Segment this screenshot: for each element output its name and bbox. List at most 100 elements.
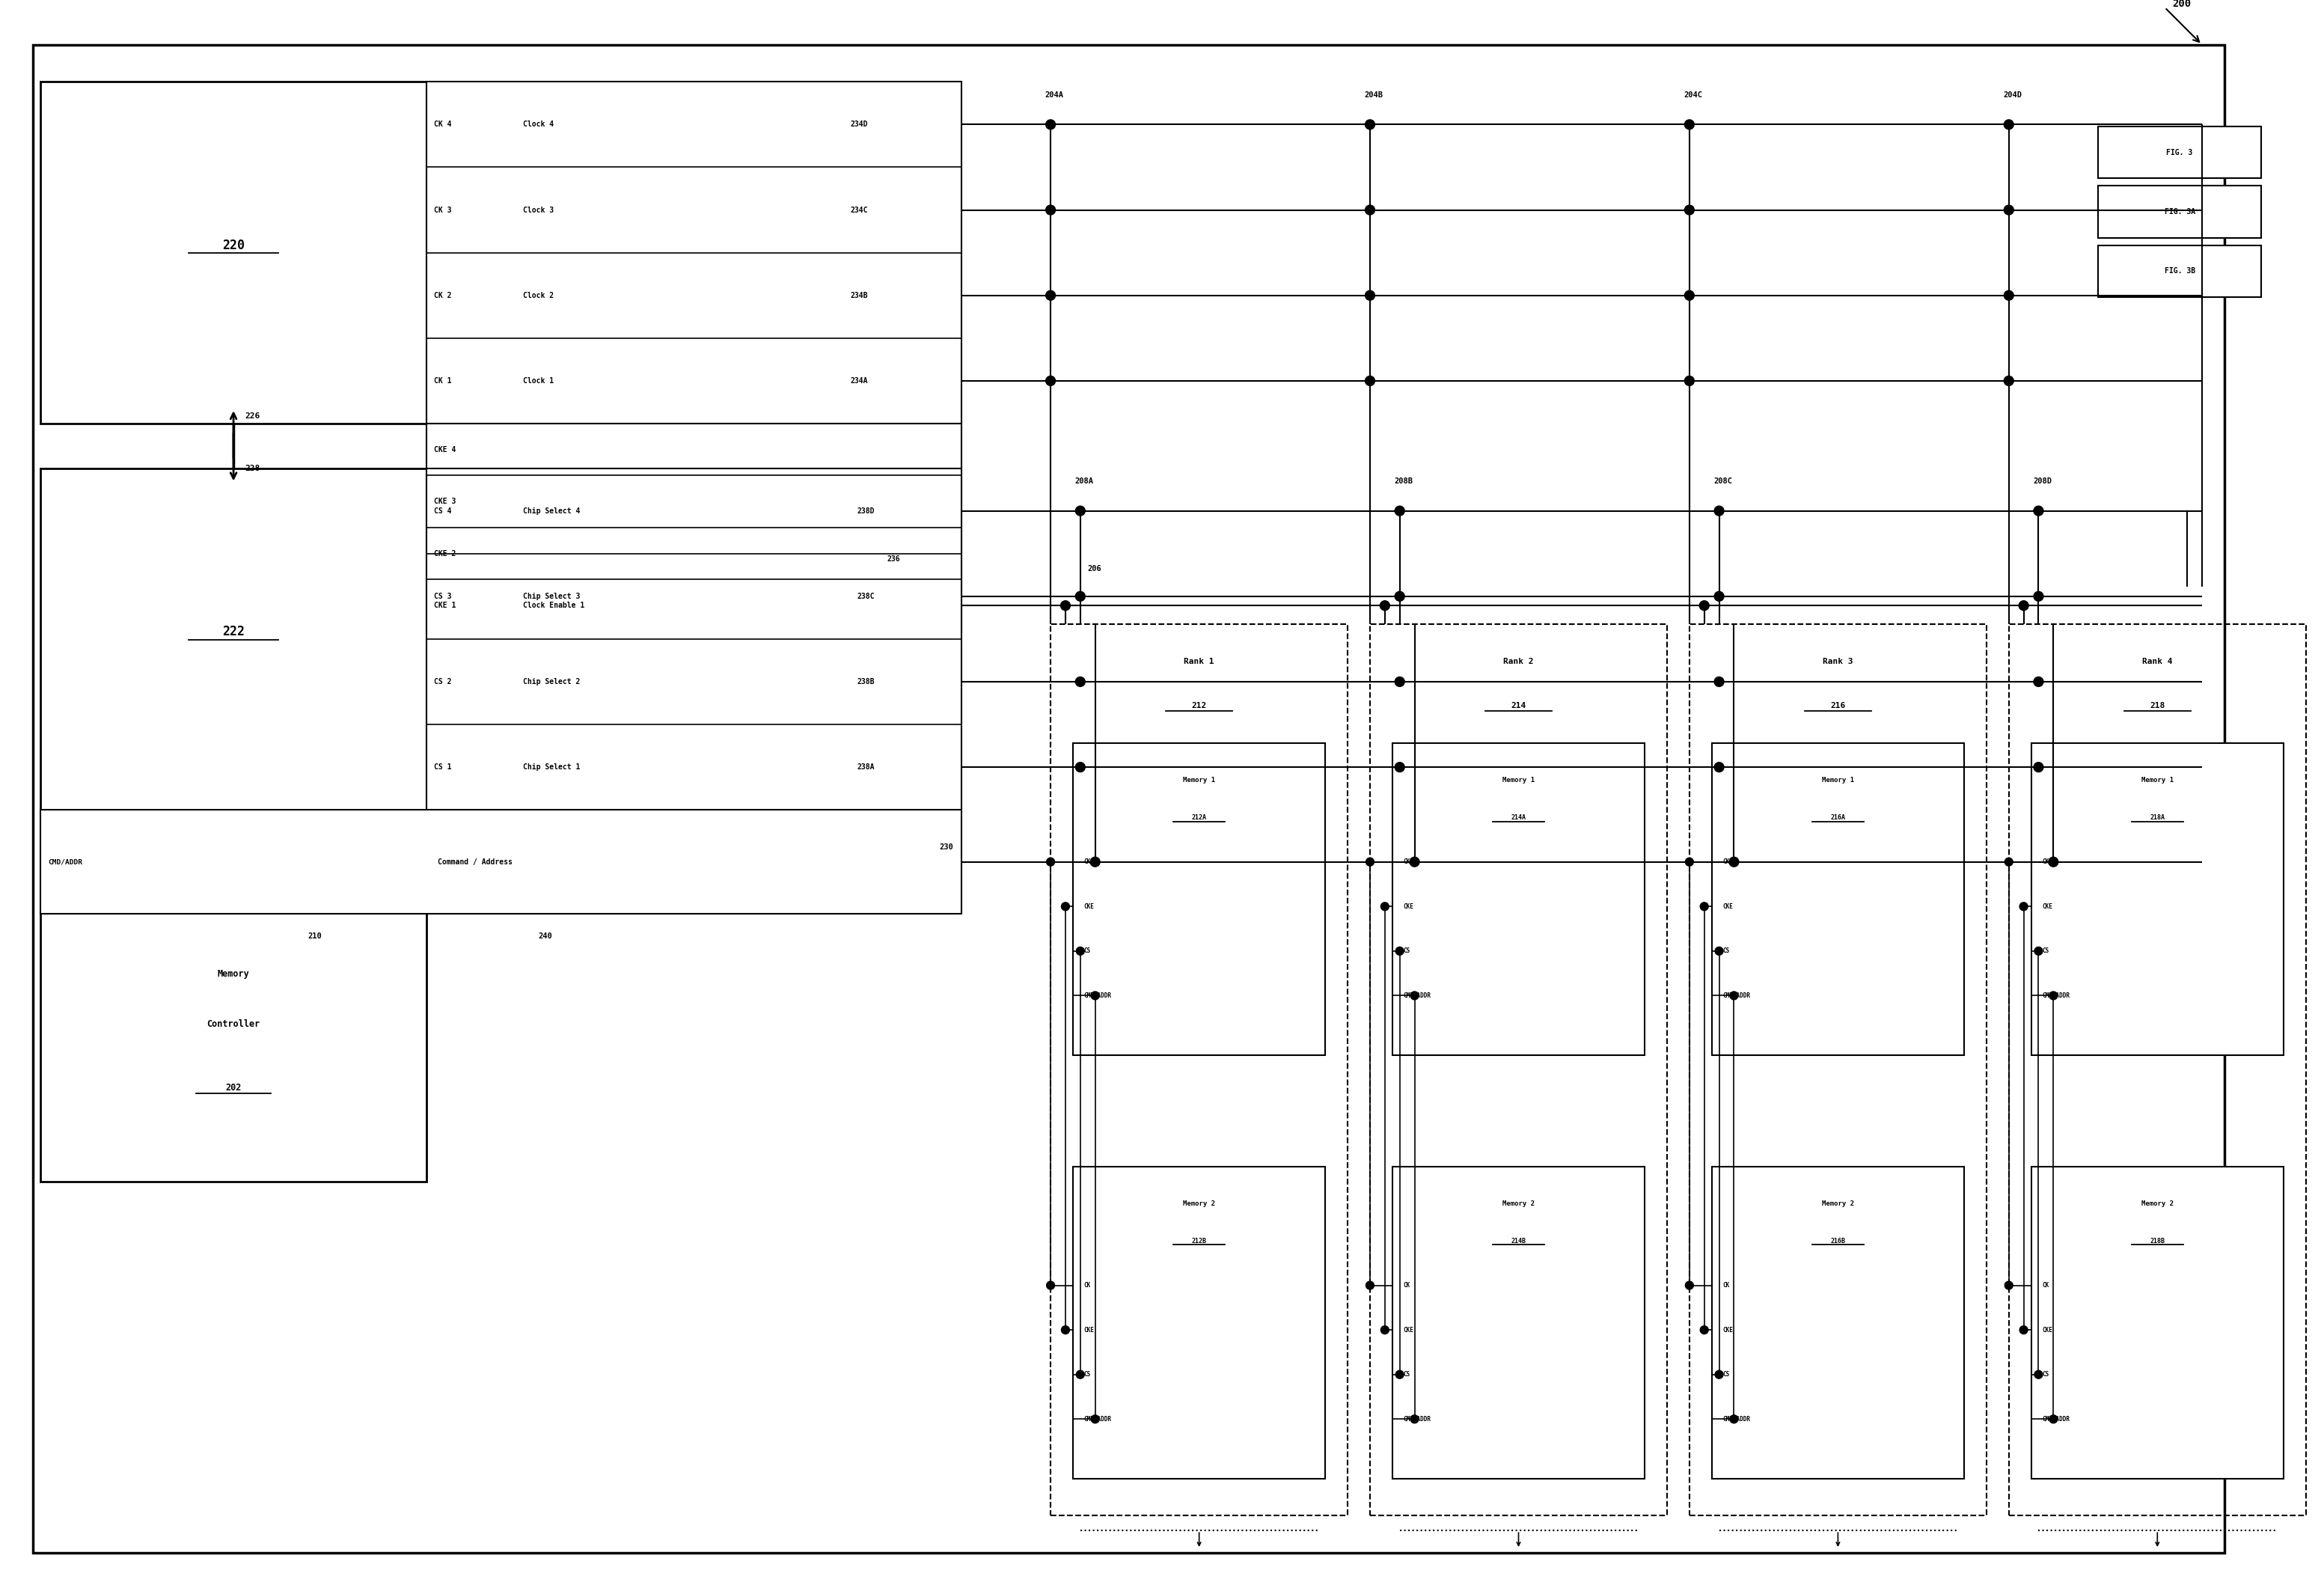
Circle shape	[1060, 601, 1071, 611]
Text: CS: CS	[1404, 948, 1411, 955]
Circle shape	[1397, 947, 1404, 955]
Text: 216A: 216A	[1831, 815, 1845, 821]
Text: Clock Enable 1: Clock Enable 1	[523, 601, 586, 609]
Text: CK: CK	[1404, 1282, 1411, 1289]
Bar	[1713, 743, 1964, 1055]
Text: CKE: CKE	[2043, 1327, 2052, 1333]
Circle shape	[1062, 1325, 1069, 1333]
Text: CS: CS	[2043, 948, 2050, 955]
Circle shape	[1685, 119, 1694, 129]
Text: CK 2: CK 2	[435, 291, 451, 299]
Text: CS: CS	[1722, 1371, 1729, 1378]
Text: Command / Address: Command / Address	[437, 858, 514, 866]
Text: CK: CK	[1722, 1282, 1729, 1289]
Bar	[1392, 743, 1645, 1055]
Text: 234B: 234B	[851, 291, 867, 299]
Text: 206: 206	[1088, 565, 1102, 573]
Text: Clock 2: Clock 2	[523, 291, 553, 299]
Text: CK: CK	[1083, 1282, 1090, 1289]
Text: FIG. 3B: FIG. 3B	[2164, 267, 2196, 275]
Circle shape	[2020, 1325, 2029, 1333]
Circle shape	[1046, 858, 1055, 866]
Text: Rank 2: Rank 2	[1504, 657, 1534, 665]
Text: CMD/ADDR: CMD/ADDR	[49, 859, 81, 866]
Text: Memory 2: Memory 2	[1183, 1200, 1215, 1208]
Text: 228: 228	[244, 465, 260, 473]
Circle shape	[1046, 205, 1055, 215]
Text: CS 1: CS 1	[435, 764, 451, 772]
Text: 208C: 208C	[1713, 477, 1731, 485]
Circle shape	[1715, 947, 1722, 955]
Text: CMD/ADDR: CMD/ADDR	[1722, 1416, 1750, 1422]
Bar	[2099, 186, 2261, 237]
Text: 218A: 218A	[2150, 815, 2166, 821]
Text: 218B: 218B	[2150, 1238, 2166, 1244]
Text: 202: 202	[225, 1083, 242, 1093]
Bar	[2031, 1166, 2284, 1478]
Bar	[1369, 624, 1666, 1516]
Circle shape	[1364, 119, 1376, 129]
Text: Chip Select 2: Chip Select 2	[523, 678, 581, 686]
Text: 216: 216	[1831, 702, 1845, 710]
Bar	[428, 423, 962, 632]
Text: CKE: CKE	[1404, 904, 1413, 910]
Text: CMD/ADDR: CMD/ADDR	[1083, 993, 1111, 999]
Text: 204C: 204C	[1685, 91, 1703, 99]
Circle shape	[1699, 601, 1708, 611]
Text: Memory 1: Memory 1	[1501, 776, 1534, 783]
Text: CKE: CKE	[1722, 1327, 1734, 1333]
Text: CK 4: CK 4	[435, 121, 451, 129]
Circle shape	[2020, 601, 2029, 611]
Bar	[1050, 624, 1348, 1516]
Text: CMD/ADDR: CMD/ADDR	[2043, 1416, 2071, 1422]
Text: Clock 4: Clock 4	[523, 121, 553, 129]
Text: CKE: CKE	[1404, 1327, 1413, 1333]
Circle shape	[1380, 601, 1390, 611]
Text: CKE 3: CKE 3	[435, 498, 456, 506]
Text: 238B: 238B	[858, 678, 876, 686]
Text: CKE: CKE	[2043, 904, 2052, 910]
Text: Rank 4: Rank 4	[2143, 657, 2173, 665]
Circle shape	[1685, 375, 1694, 385]
Text: 214: 214	[1511, 702, 1527, 710]
Text: Memory 2: Memory 2	[1501, 1200, 1534, 1208]
Circle shape	[1685, 291, 1694, 301]
Circle shape	[1729, 1414, 1738, 1424]
Circle shape	[1076, 762, 1085, 772]
Circle shape	[2003, 291, 2013, 301]
Text: 204D: 204D	[2003, 91, 2022, 99]
Circle shape	[1380, 1325, 1390, 1333]
Text: 234D: 234D	[851, 121, 867, 129]
Circle shape	[1380, 902, 1390, 910]
Bar	[428, 81, 962, 423]
Bar	[2008, 624, 2305, 1516]
Text: CK 1: CK 1	[435, 377, 451, 385]
Text: 218: 218	[2150, 702, 2166, 710]
Text: Memory 1: Memory 1	[1183, 776, 1215, 783]
Text: CMD/ADDR: CMD/ADDR	[1404, 1416, 1432, 1422]
Circle shape	[1062, 902, 1069, 910]
Text: CS 4: CS 4	[435, 508, 451, 514]
Text: CK: CK	[2043, 859, 2050, 866]
Circle shape	[1394, 592, 1404, 601]
Text: CKE: CKE	[1083, 904, 1095, 910]
Text: 200: 200	[2173, 0, 2192, 10]
Circle shape	[1090, 991, 1099, 999]
Text: 220: 220	[223, 239, 244, 251]
Circle shape	[1411, 858, 1420, 867]
Circle shape	[2034, 592, 2043, 601]
Circle shape	[1715, 592, 1724, 601]
Circle shape	[2006, 858, 2013, 866]
Circle shape	[2020, 902, 2029, 910]
Circle shape	[1367, 1281, 1373, 1289]
Text: Memory 1: Memory 1	[1822, 776, 1855, 783]
Text: 214A: 214A	[1511, 815, 1527, 821]
Text: CKE 4: CKE 4	[435, 445, 456, 453]
Circle shape	[1397, 1370, 1404, 1378]
Bar	[2099, 245, 2261, 298]
Text: 226: 226	[244, 412, 260, 420]
Circle shape	[1090, 858, 1099, 867]
Bar	[1690, 624, 1987, 1516]
Circle shape	[1076, 1370, 1085, 1378]
Text: Chip Select 4: Chip Select 4	[523, 508, 581, 514]
